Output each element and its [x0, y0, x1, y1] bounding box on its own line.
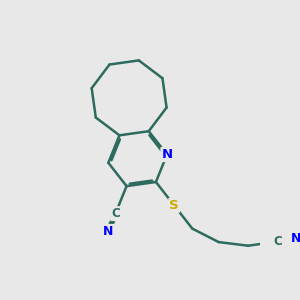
Text: N: N	[103, 225, 113, 238]
Text: C: C	[111, 207, 120, 220]
Text: S: S	[169, 199, 179, 212]
Text: C: C	[273, 235, 282, 248]
Text: N: N	[291, 232, 300, 245]
Text: N: N	[161, 148, 172, 161]
